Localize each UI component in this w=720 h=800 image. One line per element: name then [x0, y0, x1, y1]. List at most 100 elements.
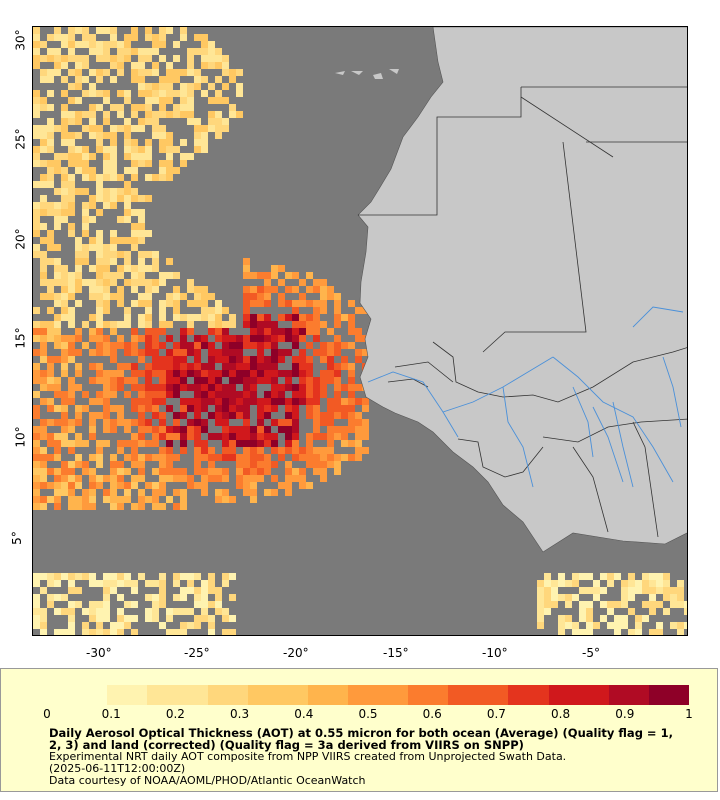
aot-pixel — [61, 335, 68, 342]
aot-pixel — [117, 363, 124, 370]
aot-pixel — [334, 363, 341, 370]
aot-pixel — [75, 300, 82, 307]
aot-pixel — [96, 328, 103, 335]
aot-pixel — [124, 265, 131, 272]
aot-pixel — [292, 475, 299, 482]
aot-pixel — [194, 83, 201, 90]
aot-pixel — [61, 181, 68, 188]
aot-pixel — [250, 293, 257, 300]
aot-pixel — [96, 90, 103, 97]
aot-pixel — [180, 160, 187, 167]
aot-pixel — [187, 608, 194, 615]
aot-pixel — [341, 405, 348, 412]
legend-panel: 0 0.1 0.2 0.3 0.4 0.5 0.6 0.7 0.8 0.9 1 Daily Aero… — [0, 668, 718, 792]
aot-pixel — [47, 496, 54, 503]
aot-pixel — [159, 370, 166, 377]
aot-pixel — [292, 405, 299, 412]
aot-pixel — [222, 342, 229, 349]
aot-pixel — [544, 594, 551, 601]
aot-pixel — [194, 125, 201, 132]
aot-pixel — [320, 475, 327, 482]
aot-pixel — [96, 41, 103, 48]
aot-pixel — [89, 503, 96, 510]
aot-pixel — [124, 181, 131, 188]
aot-pixel — [285, 286, 292, 293]
aot-pixel — [124, 615, 131, 622]
aot-pixel — [131, 580, 138, 587]
aot-pixel — [229, 104, 236, 111]
aot-pixel — [96, 27, 103, 34]
aot-pixel — [313, 433, 320, 440]
aot-pixel — [68, 153, 75, 160]
aot-pixel — [152, 370, 159, 377]
aot-pixel — [117, 482, 124, 489]
aot-pixel — [159, 461, 166, 468]
aot-pixel — [54, 69, 61, 76]
aot-pixel — [40, 573, 47, 580]
aot-pixel — [194, 118, 201, 125]
aot-pixel — [47, 377, 54, 384]
aot-pixel — [110, 391, 117, 398]
aot-pixel — [124, 622, 131, 629]
aot-pixel — [33, 594, 40, 601]
aot-pixel — [96, 104, 103, 111]
aot-pixel — [131, 454, 138, 461]
aot-pixel — [89, 580, 96, 587]
aot-pixel — [194, 48, 201, 55]
aot-pixel — [54, 216, 61, 223]
aot-pixel — [362, 419, 369, 426]
colorbar-swatch — [388, 685, 409, 705]
colorbar-swatch — [648, 685, 669, 705]
aot-pixel — [334, 433, 341, 440]
aot-pixel — [54, 48, 61, 55]
aot-pixel — [110, 146, 117, 153]
aot-pixel — [131, 335, 138, 342]
aot-pixel — [47, 104, 54, 111]
aot-pixel — [208, 307, 215, 314]
aot-pixel — [75, 349, 82, 356]
aot-pixel — [215, 111, 222, 118]
aot-pixel — [131, 223, 138, 230]
aot-pixel — [117, 321, 124, 328]
aot-pixel — [54, 279, 61, 286]
aot-pixel — [145, 146, 152, 153]
aot-pixel — [131, 69, 138, 76]
aot-pixel — [194, 34, 201, 41]
aot-pixel — [348, 419, 355, 426]
aot-pixel — [194, 314, 201, 321]
aot-pixel — [313, 384, 320, 391]
aot-pixel — [145, 377, 152, 384]
aot-pixel — [222, 615, 229, 622]
aot-pixel — [264, 377, 271, 384]
aot-pixel — [215, 419, 222, 426]
aot-pixel — [299, 468, 306, 475]
aot-pixel — [215, 496, 222, 503]
aot-pixel — [250, 300, 257, 307]
aot-pixel — [327, 328, 334, 335]
colorbar-swatch — [47, 685, 68, 705]
aot-pixel — [54, 433, 61, 440]
aot-pixel — [628, 629, 635, 635]
aot-pixel — [173, 573, 180, 580]
aot-pixel — [131, 153, 138, 160]
aot-pixel — [47, 370, 54, 377]
aot-pixel — [159, 587, 166, 594]
aot-pixel — [145, 405, 152, 412]
aot-pixel — [61, 209, 68, 216]
aot-pixel — [628, 587, 635, 594]
aot-pixel — [278, 335, 285, 342]
aot-pixel — [215, 454, 222, 461]
aot-pixel — [320, 412, 327, 419]
aot-pixel — [47, 34, 54, 41]
aot-pixel — [89, 629, 96, 635]
aot-pixel — [61, 363, 68, 370]
rivers — [367, 306, 684, 488]
aot-pixel — [145, 496, 152, 503]
aot-pixel — [278, 314, 285, 321]
aot-pixel — [292, 356, 299, 363]
aot-pixel — [236, 83, 243, 90]
aot-pixel — [33, 370, 40, 377]
aot-pixel — [82, 34, 89, 41]
aot-pixel — [54, 300, 61, 307]
aot-pixel — [33, 615, 40, 622]
